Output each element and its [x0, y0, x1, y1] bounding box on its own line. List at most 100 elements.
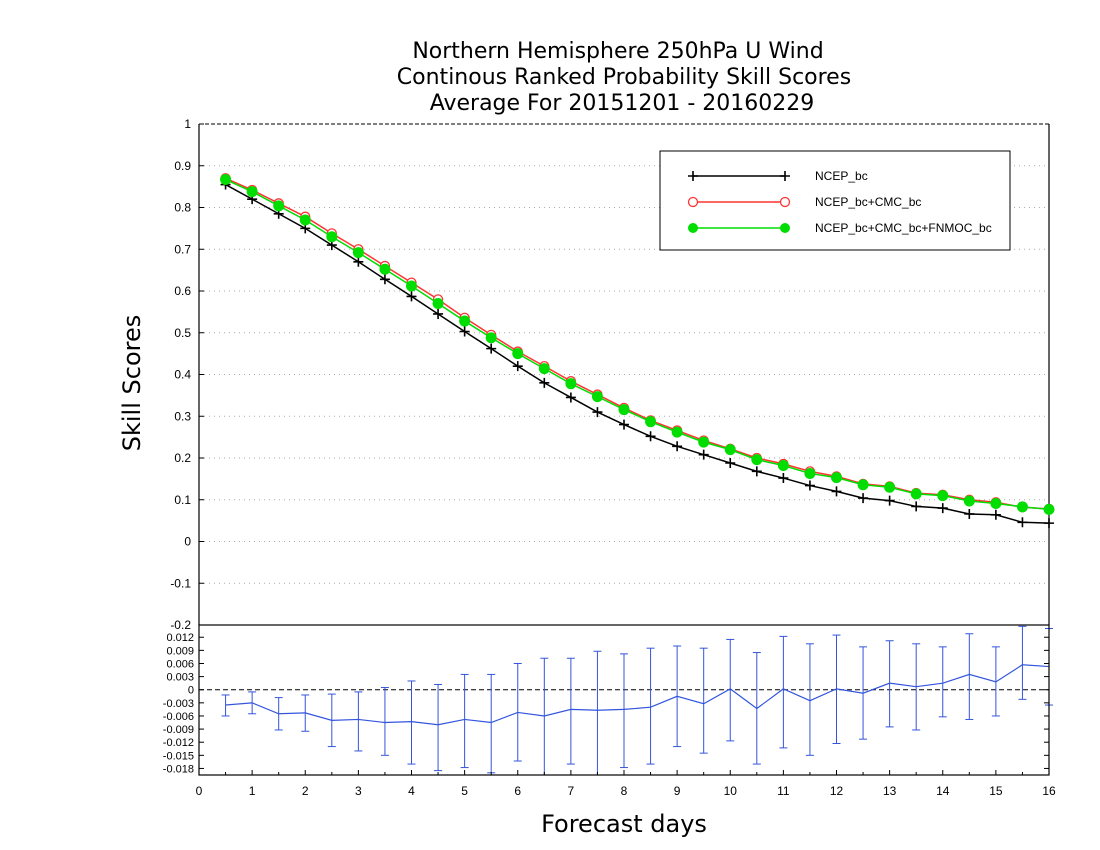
- error-bar: [221, 694, 230, 717]
- difference-panel: -0.018-0.015-0.012-0.009-0.006-0.00300.0…: [163, 624, 1056, 798]
- data-point: [565, 392, 576, 403]
- data-point: [672, 441, 683, 452]
- data-point: [1016, 501, 1028, 513]
- y-tick-label: 0.003: [166, 672, 194, 684]
- legend-box: [659, 150, 1011, 251]
- x-tick-label: 11: [777, 784, 790, 798]
- error-bar: [938, 646, 947, 718]
- data-point: [884, 481, 896, 493]
- skill-score-panel: -0.2 -0.1 0 0.1 0.2 0.3 0.4 0.5 0.6 0.7 0.8 0.9 1: [170, 117, 1055, 632]
- x-tick-label: 13: [883, 784, 897, 798]
- data-point: [379, 263, 391, 275]
- chart-title-line-2: Continous Ranked Probability Skill Score…: [397, 65, 851, 90]
- error-bar: [699, 647, 708, 754]
- y-tick-label: 0.6: [174, 284, 191, 298]
- data-point: [990, 509, 1001, 520]
- x-tick-label: 9: [674, 784, 681, 798]
- data-point: [353, 256, 364, 267]
- legend-marker: [780, 171, 790, 181]
- y-tick-label: 0.7: [174, 242, 191, 256]
- x-tick-label: 12: [830, 784, 844, 798]
- legend-item: NCEP_bc+CMC_bc: [687, 195, 921, 209]
- data-point: [831, 486, 842, 497]
- data-point: [884, 495, 895, 506]
- data-point: [485, 332, 497, 344]
- x-tick-label: 1: [249, 784, 256, 798]
- data-point: [937, 490, 949, 502]
- y-tick-label: 0.1: [174, 493, 191, 507]
- data-point: [751, 466, 762, 477]
- y-tick-label: 0.3: [174, 409, 191, 423]
- data-point: [1043, 503, 1055, 515]
- error-bar: [726, 638, 735, 742]
- y-tick-label: -0.009: [163, 724, 194, 736]
- series-0: [220, 179, 1054, 529]
- data-point: [964, 508, 975, 519]
- legend: NCEP_bc NCEP_bc+CMC_bc NCEP_bc+CMC_bc+FNMO…: [659, 150, 1011, 251]
- error-bar: [354, 691, 363, 752]
- legend-marker: [688, 223, 698, 233]
- data-point: [671, 426, 683, 438]
- legend-item: NCEP_bc: [688, 169, 868, 183]
- x-tick-label: 8: [621, 784, 628, 798]
- data-point: [512, 348, 524, 360]
- data-point: [379, 274, 390, 285]
- legend-marker: [780, 223, 790, 233]
- y-tick-label: 0.006: [166, 658, 194, 670]
- data-point: [618, 404, 630, 416]
- y-axis-label: Skill Scores: [118, 315, 146, 452]
- data-point: [1044, 518, 1054, 529]
- data-point: [459, 315, 471, 327]
- data-point: [406, 280, 417, 292]
- x-tick-label: 10: [724, 784, 738, 798]
- error-bar: [779, 635, 788, 749]
- series-2: [220, 174, 1055, 515]
- legend-marker: [687, 196, 699, 208]
- y-tick-label: 0: [184, 535, 191, 549]
- x-tick-label: 3: [355, 784, 362, 798]
- data-point: [406, 291, 417, 302]
- y-tick-label: -0.012: [163, 737, 194, 749]
- x-tick-label: 0: [196, 784, 203, 798]
- y-tick-label: 0.2: [174, 451, 191, 465]
- data-point: [990, 498, 1002, 510]
- data-point: [273, 200, 285, 212]
- data-point: [592, 407, 603, 418]
- error-bar: [965, 633, 974, 720]
- y-tick-label: -0.1: [170, 576, 191, 590]
- y-tick-label: 0.9: [174, 159, 191, 173]
- legend-label: NCEP_bc+CMC_bc: [815, 195, 921, 209]
- data-point: [858, 493, 869, 504]
- data-point: [433, 308, 444, 319]
- x-tick-label: 4: [408, 784, 415, 798]
- error-bar: [460, 673, 469, 769]
- error-bar: [540, 657, 549, 776]
- x-tick-label: 5: [461, 784, 468, 798]
- legend-label: NCEP_bc+CMC_bc+FNMOC_bc: [815, 221, 992, 235]
- series-line: [225, 183, 1050, 524]
- data-point: [539, 377, 550, 388]
- data-point: [299, 214, 311, 226]
- legend-label: NCEP_bc: [815, 169, 868, 183]
- data-point: [645, 416, 657, 428]
- data-point: [777, 460, 789, 472]
- data-point: [725, 458, 736, 469]
- error-bar: [380, 687, 389, 756]
- data-point: [565, 378, 577, 390]
- data-point: [538, 363, 550, 375]
- chart-title-line-1: Northern Hemisphere 250hPa U Wind: [412, 39, 823, 64]
- x-axis-label: Forecast days: [541, 810, 707, 838]
- data-point: [778, 473, 789, 484]
- data-point: [486, 343, 497, 354]
- data-point: [591, 391, 603, 403]
- y-tick-label: -0.2: [170, 618, 191, 632]
- data-point: [1017, 517, 1028, 528]
- error-bar: [487, 673, 496, 774]
- data-point: [698, 449, 709, 460]
- y-tick-label: 0.4: [174, 368, 191, 382]
- x-tick-label: 16: [1042, 784, 1056, 798]
- error-bar: [620, 653, 628, 769]
- chart-title-line-3: Average For 20151201 - 20160229: [430, 91, 815, 116]
- data-point: [645, 431, 656, 442]
